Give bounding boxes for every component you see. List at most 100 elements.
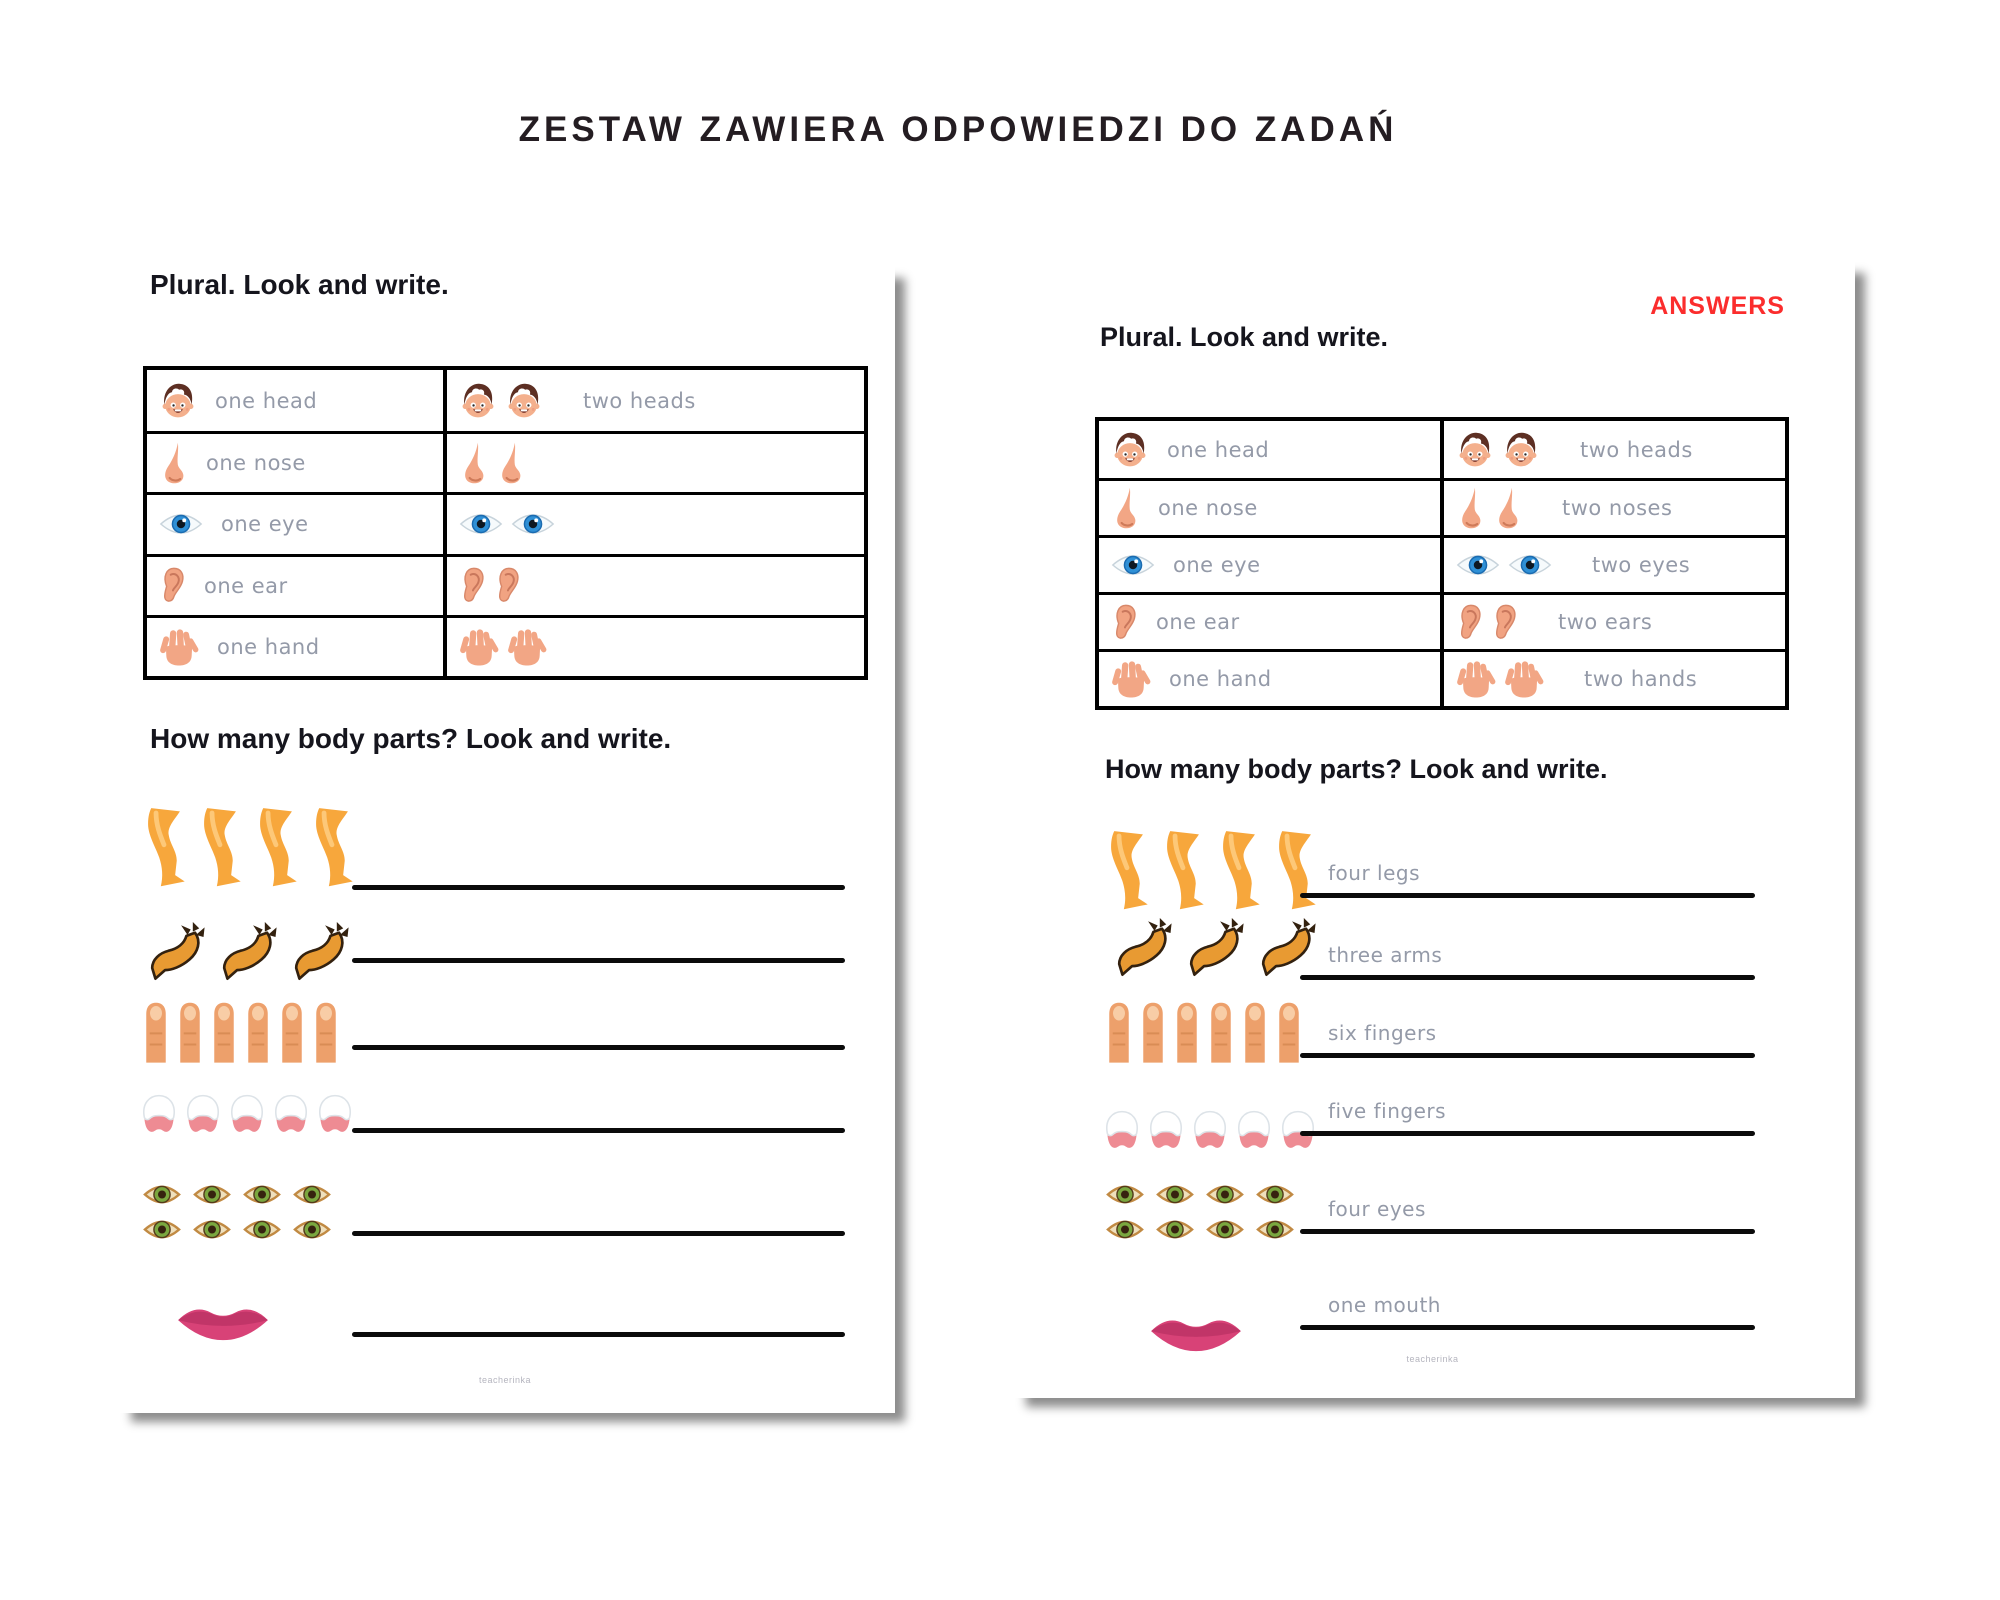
- count-icon-group: [1148, 1312, 1244, 1354]
- plural-label: two heads: [583, 388, 696, 413]
- singular-label: one ear: [204, 573, 288, 598]
- singular-icon-group: [1111, 552, 1155, 578]
- singular-icon-group: [1111, 485, 1140, 531]
- ear-icon: [494, 565, 521, 606]
- table-row: one head two heads: [147, 370, 864, 432]
- mouth-icon: [1148, 1312, 1244, 1354]
- answer-area[interactable]: four eyes: [1300, 1188, 1755, 1234]
- answer-line: [352, 885, 845, 890]
- plural-label: two hands: [1584, 667, 1698, 691]
- plural-icon-group: [459, 628, 547, 666]
- table-cell-plural[interactable]: [443, 556, 864, 615]
- answer-area[interactable]: three arms: [1300, 934, 1755, 980]
- answer-area[interactable]: four legs: [1300, 852, 1755, 898]
- plural-icon-group: [1456, 602, 1518, 643]
- answer-line: [1300, 893, 1755, 898]
- table-cell-plural[interactable]: two eyes: [1440, 538, 1785, 592]
- answer-line: [1300, 1325, 1755, 1330]
- eye-blue-icon: [1456, 552, 1500, 578]
- answer-text: three arms: [1328, 943, 1443, 967]
- plural-label: two heads: [1580, 437, 1693, 462]
- table-row: one eye: [147, 492, 864, 554]
- plural-table: one head two heads one nose one eye one …: [143, 366, 868, 680]
- table-cell-singular: one ear: [1099, 595, 1440, 649]
- singular-label: one nose: [206, 451, 306, 476]
- watermark: teacherinka: [1406, 1354, 1459, 1364]
- plural-heading: Plural. Look and write.: [150, 269, 449, 300]
- table-cell-plural[interactable]: two hands: [1440, 652, 1785, 706]
- table-cell-plural[interactable]: [443, 617, 864, 676]
- count-row: [140, 793, 875, 1388]
- worksheet-page-answers: ANSWERS Plural. Look and write. one head…: [1010, 258, 1855, 1398]
- count-heading: How many body parts? Look and write.: [150, 723, 672, 754]
- count-row: six fingers: [1103, 818, 1828, 1378]
- answer-area[interactable]: [352, 844, 845, 890]
- singular-label: one ear: [1156, 610, 1240, 634]
- singular-label: one nose: [1158, 496, 1258, 520]
- answer-text: six fingers: [1328, 1021, 1437, 1045]
- eye-blue-icon: [159, 511, 203, 537]
- answer-area[interactable]: [352, 1087, 845, 1133]
- table-row: one hand two hands: [1099, 649, 1785, 706]
- table-cell-plural[interactable]: two heads: [1440, 421, 1785, 478]
- count-icon-group: [175, 1301, 271, 1343]
- worksheet-page-blank: Plural. Look and write. one head two hea…: [115, 263, 895, 1413]
- plural-icon-group: [1456, 485, 1522, 531]
- eye-blue-icon: [1508, 552, 1552, 578]
- answer-line: [1300, 975, 1755, 980]
- answer-area[interactable]: six fingers: [1300, 1012, 1755, 1058]
- plural-icon-group: [1456, 431, 1540, 469]
- hand-icon: [159, 628, 199, 666]
- table-cell-plural[interactable]: two noses: [1440, 481, 1785, 535]
- mouth-icon: [175, 1301, 271, 1343]
- eye-blue-icon: [459, 511, 503, 537]
- answer-area[interactable]: five fingers: [1300, 1090, 1755, 1136]
- plural-icon-group: [459, 511, 555, 537]
- ear-icon: [459, 565, 486, 606]
- head-icon: [459, 382, 497, 420]
- singular-icon-group: [159, 382, 197, 420]
- table-cell-plural[interactable]: two heads: [443, 370, 864, 432]
- nose-icon: [159, 440, 188, 486]
- answer-area[interactable]: [352, 1004, 845, 1050]
- answer-area[interactable]: [352, 917, 845, 963]
- table-cell-singular: one eye: [1099, 538, 1440, 592]
- singular-label: one head: [215, 388, 318, 413]
- count-row: [140, 793, 875, 1388]
- ear-icon: [1111, 602, 1138, 643]
- table-cell-singular: one nose: [1099, 481, 1440, 535]
- answer-area[interactable]: [352, 1190, 845, 1236]
- count-row: one mouth: [1103, 818, 1828, 1378]
- count-row: [140, 793, 875, 1388]
- plural-label: two eyes: [1592, 553, 1691, 577]
- nose-icon: [1493, 485, 1522, 531]
- table-cell-plural[interactable]: [443, 495, 864, 554]
- head-icon: [505, 382, 543, 420]
- table-row: one hand: [147, 614, 864, 676]
- plural-icon-group: [1456, 552, 1552, 578]
- table-cell-singular: one nose: [147, 434, 443, 492]
- eye-blue-icon: [511, 511, 555, 537]
- nose-icon: [496, 440, 525, 486]
- plural-label: two ears: [1558, 610, 1653, 634]
- head-icon: [1502, 431, 1540, 469]
- singular-label: one head: [1167, 437, 1270, 462]
- singular-icon-group: [1111, 602, 1138, 643]
- plural-icon-group: [459, 565, 521, 606]
- count-row: [140, 793, 875, 1388]
- answer-line: [1300, 1131, 1755, 1136]
- table-cell-singular: one ear: [147, 557, 443, 615]
- table-cell-singular: one hand: [1099, 652, 1440, 706]
- nose-icon: [1456, 485, 1485, 531]
- singular-label: one eye: [221, 512, 309, 537]
- answer-area[interactable]: one mouth: [1300, 1284, 1755, 1330]
- answer-area[interactable]: [352, 1291, 845, 1337]
- count-row: four eyes: [1103, 818, 1828, 1378]
- count-row: four legs: [1103, 818, 1828, 1378]
- table-cell-plural[interactable]: two ears: [1440, 595, 1785, 649]
- hand-icon: [1456, 660, 1496, 698]
- table-cell-plural[interactable]: [443, 434, 864, 493]
- answer-line: [1300, 1053, 1755, 1058]
- table-cell-singular: one head: [147, 370, 443, 431]
